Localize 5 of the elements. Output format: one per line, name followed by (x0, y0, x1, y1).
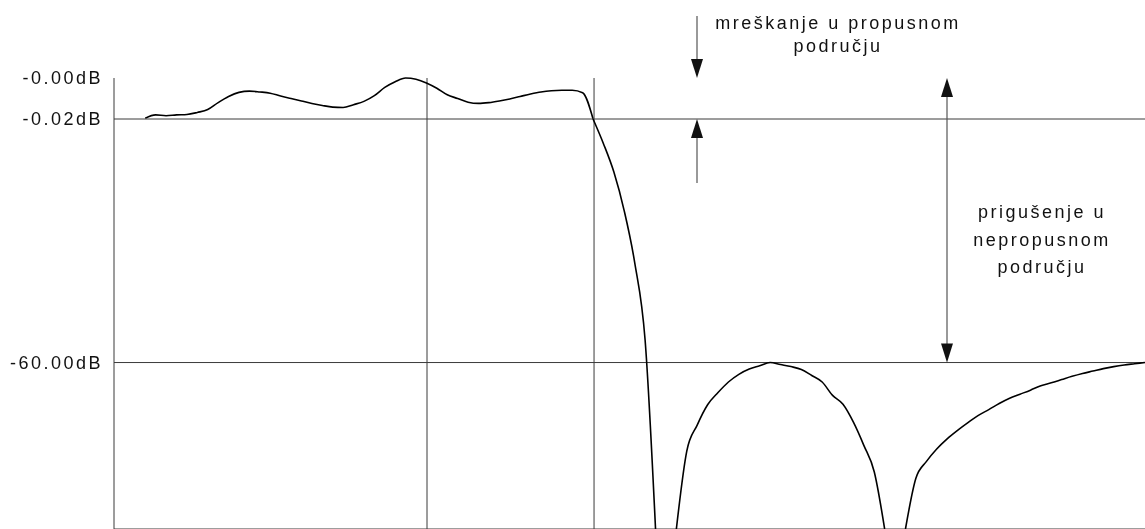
annotation: prigušenje u nepropusnom području (972, 201, 1112, 279)
y-tick-label: -0.02dB (22, 109, 103, 130)
text: mreškanje u propusnom području (714, 12, 962, 58)
text: -0.00dB (21, 68, 103, 88)
y-tick-label: -60.00dB (9, 352, 103, 373)
